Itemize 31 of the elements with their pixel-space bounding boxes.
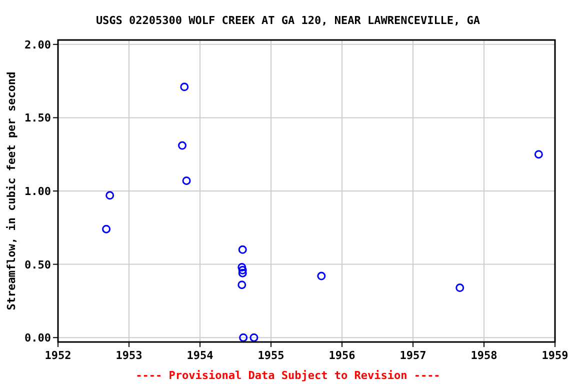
y-tick-label: 1.50 — [24, 112, 51, 125]
point — [456, 284, 464, 292]
x-tick-label: 1953 — [116, 349, 142, 362]
x-tick-label: 1959 — [542, 349, 568, 362]
y-axis-title: Streamflow, in cubic feet per second — [5, 72, 18, 310]
text: ---- Provisional Data Subject to Revision ---- — [136, 369, 440, 382]
x-tick-label: 1958 — [470, 349, 498, 362]
point — [238, 268, 247, 278]
point — [238, 262, 246, 272]
y-tick-label: 0.50 — [24, 258, 51, 272]
x-tick-label: 1957 — [400, 349, 426, 362]
point — [238, 280, 246, 290]
point — [250, 333, 258, 342]
point — [239, 333, 248, 342]
y-tick-label: 0.00 — [24, 332, 51, 345]
point — [106, 191, 114, 200]
point — [238, 245, 247, 254]
point — [180, 82, 189, 92]
x-tick-label: 1954 — [186, 349, 214, 362]
x-tick-label: 1955 — [258, 349, 284, 362]
point — [534, 150, 543, 159]
point — [182, 176, 191, 185]
x-tick-label: 1956 — [328, 349, 356, 362]
chart-title: USGS 02205300 WOLF CREEK AT GA 120, NEAR LAWRENCEVILLE, GA — [96, 14, 480, 27]
y-tick-label: 2.00 — [24, 38, 51, 52]
point — [238, 266, 247, 274]
point — [102, 224, 111, 234]
point — [178, 141, 186, 150]
y-tick-label: 1.00 — [24, 185, 51, 198]
x-tick-label: 1952 — [44, 349, 72, 362]
point — [317, 272, 326, 280]
